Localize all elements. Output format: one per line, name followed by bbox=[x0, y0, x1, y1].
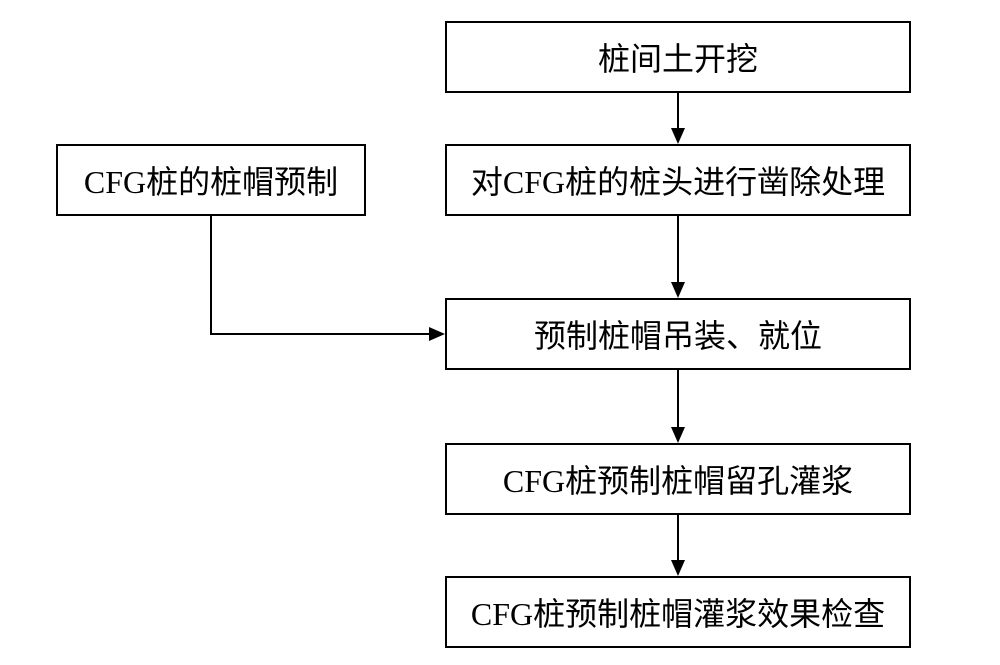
flow-box-side: CFG桩的桩帽预制 bbox=[56, 144, 366, 216]
flow-box-step5: CFG桩预制桩帽灌浆效果检查 bbox=[445, 576, 911, 648]
flow-box-step2: 对CFG桩的桩头进行凿除处理 bbox=[445, 144, 911, 216]
flow-label: 预制桩帽吊装、就位 bbox=[534, 311, 822, 357]
flow-label: CFG桩预制桩帽灌浆效果检查 bbox=[471, 589, 885, 635]
flow-box-step4: CFG桩预制桩帽留孔灌浆 bbox=[445, 443, 911, 515]
flow-box-step1: 桩间土开挖 bbox=[445, 21, 911, 93]
flow-label: 对CFG桩的桩头进行凿除处理 bbox=[471, 157, 885, 203]
flow-label: CFG桩预制桩帽留孔灌浆 bbox=[503, 456, 853, 502]
flow-label: 桩间土开挖 bbox=[598, 34, 758, 80]
flow-label: CFG桩的桩帽预制 bbox=[84, 157, 338, 203]
flow-box-step3: 预制桩帽吊装、就位 bbox=[445, 298, 911, 370]
